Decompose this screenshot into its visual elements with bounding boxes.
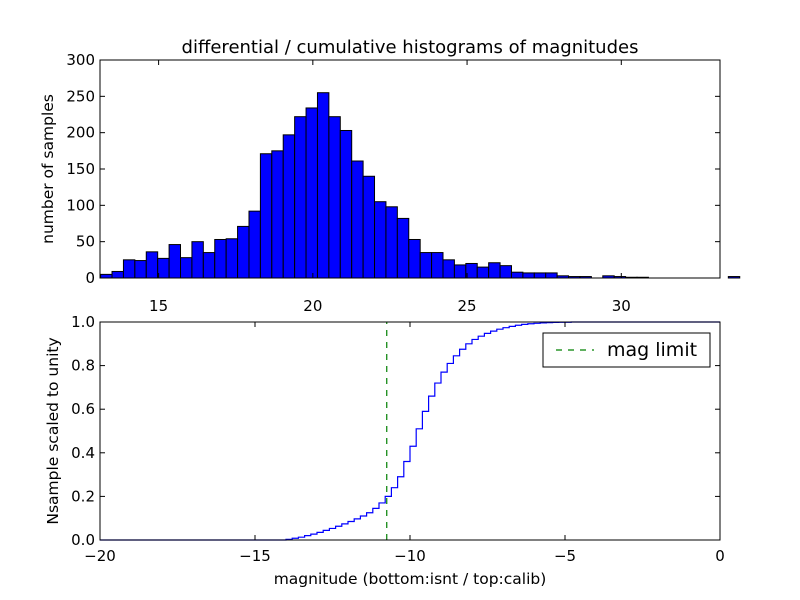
histogram-bar bbox=[111, 270, 124, 279]
histogram-bar bbox=[408, 238, 421, 279]
legend: mag limit bbox=[542, 332, 711, 368]
bottom-axes-frame bbox=[99, 321, 721, 541]
top-xtick-label: 15 bbox=[149, 297, 168, 315]
legend-label: mag limit bbox=[607, 339, 697, 361]
bottom-ytick-label: 0.0 bbox=[71, 531, 95, 549]
top-ytick-label: 50 bbox=[76, 233, 95, 251]
histogram-bar bbox=[419, 252, 433, 279]
histogram-bar bbox=[385, 206, 398, 279]
histogram-bar bbox=[442, 259, 455, 279]
histogram-bar bbox=[168, 244, 181, 279]
top-axis-ticks: 0 50 100 150 200 250 300 15 20 25 30 bbox=[66, 51, 720, 315]
histogram-bar bbox=[431, 252, 444, 279]
bottom-xtick-label: −15 bbox=[239, 547, 271, 565]
histogram-bar bbox=[727, 276, 741, 279]
top-ytick-label: 200 bbox=[66, 124, 95, 142]
histogram-bar bbox=[533, 272, 547, 279]
histogram-bar bbox=[362, 175, 376, 279]
top-ytick-label: 300 bbox=[66, 51, 95, 69]
histogram-bar bbox=[225, 238, 239, 279]
histogram-bar bbox=[305, 107, 318, 279]
histogram-bar bbox=[134, 260, 147, 279]
histogram-bar bbox=[499, 265, 512, 279]
histogram-bar bbox=[510, 271, 524, 279]
bottom-ytick-label: 0.6 bbox=[71, 400, 95, 418]
histogram-bar bbox=[202, 252, 216, 279]
bottom-ytick-label: 0.4 bbox=[71, 444, 95, 462]
histogram-bar bbox=[522, 272, 535, 279]
top-xtick-label: 30 bbox=[612, 297, 631, 315]
histogram-bar bbox=[374, 201, 387, 279]
histogram-bar bbox=[237, 225, 250, 279]
histogram-bar bbox=[100, 273, 113, 279]
bottom-xtick-label: −20 bbox=[84, 547, 116, 565]
top-ytick-label: 0 bbox=[85, 269, 95, 287]
histogram-bar bbox=[271, 150, 284, 279]
bottom-xtick-label: −10 bbox=[394, 547, 426, 565]
top-xtick-label: 20 bbox=[303, 297, 322, 315]
bottom-axis-ticks: 0.0 0.2 0.4 0.6 0.8 1.0 −20 −15 −10 −5 0 bbox=[71, 313, 725, 565]
histogram-bar bbox=[180, 257, 193, 279]
histogram-bars bbox=[100, 92, 741, 279]
histogram-bar bbox=[248, 210, 261, 279]
histogram-bar bbox=[122, 259, 136, 279]
bottom-ytick-label: 1.0 bbox=[71, 313, 95, 331]
histogram-bar bbox=[294, 116, 307, 279]
histogram-bar bbox=[328, 116, 341, 279]
top-ytick-label: 250 bbox=[66, 87, 95, 105]
histogram-bar bbox=[259, 153, 273, 279]
top-ytick-label: 100 bbox=[66, 196, 95, 214]
cumulative-lines bbox=[100, 321, 720, 541]
histogram-bar bbox=[316, 92, 330, 279]
histogram-bar bbox=[145, 251, 159, 279]
top-xtick-label: 25 bbox=[458, 297, 477, 315]
cumulative-step-line bbox=[100, 321, 720, 541]
histogram-bar bbox=[282, 134, 296, 279]
top-ylabel: number of samples bbox=[39, 94, 57, 244]
histogram-bar bbox=[476, 266, 490, 279]
bottom-ytick-label: 0.2 bbox=[71, 487, 95, 505]
bottom-xtick-label: 0 bbox=[715, 547, 725, 565]
bottom-cumulative-panel: 0.0 0.2 0.4 0.6 0.8 1.0 −20 −15 −10 −5 0 mag limit… bbox=[44, 313, 725, 588]
chart-title: differential / cumulative histograms of … bbox=[182, 37, 639, 58]
histogram-bar bbox=[214, 238, 227, 279]
histogram-bar bbox=[488, 262, 501, 279]
histogram-bar bbox=[545, 272, 558, 279]
top-axes-frame bbox=[99, 59, 721, 279]
histogram-bar bbox=[351, 160, 364, 279]
histogram-bar bbox=[396, 217, 410, 279]
top-ytick-label: 150 bbox=[66, 160, 95, 178]
histogram-bar bbox=[157, 257, 170, 279]
bottom-xtick-label: −5 bbox=[554, 547, 576, 565]
histogram-bar bbox=[453, 264, 467, 279]
bottom-ytick-label: 0.8 bbox=[71, 357, 95, 375]
bottom-xlabel: magnitude (bottom:isnt / top:calib) bbox=[274, 570, 547, 588]
histogram-bar bbox=[339, 129, 353, 279]
top-histogram-panel: 0 50 100 150 200 250 300 15 20 25 30 number of sam… bbox=[39, 51, 741, 315]
bottom-ylabel: Nsample scaled to unity bbox=[44, 337, 62, 524]
histogram-bar bbox=[191, 241, 204, 279]
